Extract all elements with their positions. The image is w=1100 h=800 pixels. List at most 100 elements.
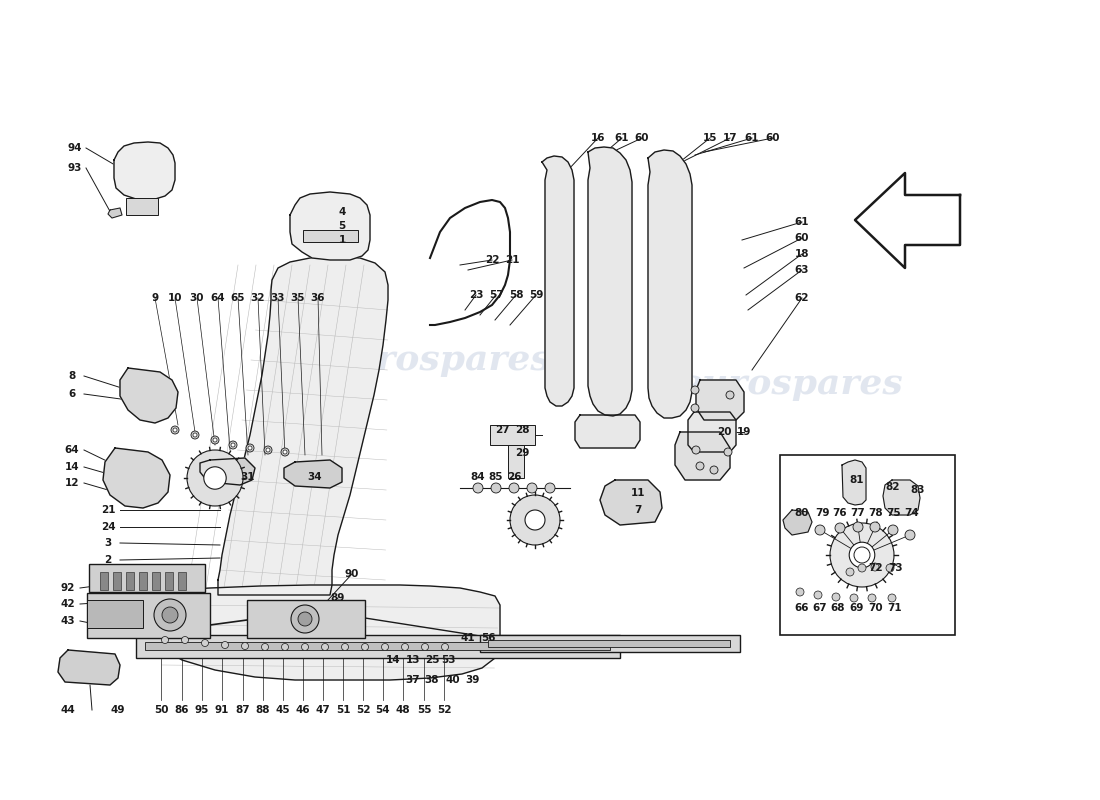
Text: 4: 4 bbox=[339, 207, 345, 217]
Text: 36: 36 bbox=[310, 293, 326, 303]
Circle shape bbox=[858, 564, 866, 572]
Text: 45: 45 bbox=[276, 705, 290, 715]
Bar bbox=[113, 572, 121, 590]
Text: 46: 46 bbox=[296, 705, 310, 715]
Text: 63: 63 bbox=[794, 265, 810, 275]
Text: 58: 58 bbox=[508, 290, 524, 300]
Circle shape bbox=[814, 591, 822, 599]
Circle shape bbox=[362, 643, 369, 650]
Circle shape bbox=[868, 594, 876, 602]
Text: 23: 23 bbox=[469, 290, 483, 300]
Circle shape bbox=[870, 522, 880, 532]
Text: 88: 88 bbox=[255, 705, 271, 715]
Text: 72: 72 bbox=[869, 563, 883, 573]
Text: 64: 64 bbox=[211, 293, 226, 303]
Text: 30: 30 bbox=[189, 293, 205, 303]
Circle shape bbox=[154, 599, 186, 631]
Bar bbox=[780, 455, 955, 635]
Text: 14: 14 bbox=[386, 655, 400, 665]
Text: 79: 79 bbox=[815, 508, 829, 518]
Circle shape bbox=[835, 523, 845, 533]
Text: 33: 33 bbox=[271, 293, 285, 303]
Circle shape bbox=[191, 431, 199, 439]
Text: 90: 90 bbox=[344, 569, 360, 579]
Polygon shape bbox=[218, 257, 388, 595]
Bar bbox=[490, 425, 535, 445]
Bar bbox=[248, 600, 365, 638]
Circle shape bbox=[886, 564, 894, 572]
Text: 50: 50 bbox=[154, 705, 168, 715]
Circle shape bbox=[854, 547, 870, 563]
Circle shape bbox=[229, 441, 236, 449]
Text: 13: 13 bbox=[406, 655, 420, 665]
Text: 83: 83 bbox=[911, 485, 925, 495]
Polygon shape bbox=[842, 460, 866, 505]
Text: 19: 19 bbox=[737, 427, 751, 437]
Circle shape bbox=[213, 438, 217, 442]
Circle shape bbox=[162, 637, 168, 643]
Circle shape bbox=[888, 525, 898, 535]
Circle shape bbox=[421, 643, 429, 650]
Text: 21: 21 bbox=[505, 255, 519, 265]
Text: 34: 34 bbox=[308, 472, 322, 482]
Polygon shape bbox=[688, 412, 736, 452]
Text: 94: 94 bbox=[68, 143, 82, 153]
Text: 12: 12 bbox=[65, 478, 79, 488]
Polygon shape bbox=[575, 415, 640, 448]
Text: 91: 91 bbox=[214, 705, 229, 715]
Text: 8: 8 bbox=[68, 371, 76, 381]
Bar bbox=[152, 572, 160, 590]
Polygon shape bbox=[108, 208, 122, 218]
Circle shape bbox=[691, 404, 698, 412]
Circle shape bbox=[301, 643, 308, 650]
Circle shape bbox=[282, 643, 288, 650]
Circle shape bbox=[691, 386, 698, 394]
Text: 65: 65 bbox=[231, 293, 245, 303]
Text: 31: 31 bbox=[241, 472, 255, 482]
Text: 16: 16 bbox=[591, 133, 605, 143]
Text: 48: 48 bbox=[396, 705, 410, 715]
Circle shape bbox=[162, 607, 178, 623]
Text: 6: 6 bbox=[68, 389, 76, 399]
Text: 61: 61 bbox=[745, 133, 759, 143]
Circle shape bbox=[182, 637, 188, 643]
Text: 25: 25 bbox=[425, 655, 439, 665]
Text: 40: 40 bbox=[446, 675, 460, 685]
Text: 57: 57 bbox=[488, 290, 504, 300]
Circle shape bbox=[849, 542, 875, 568]
Text: 42: 42 bbox=[60, 599, 75, 609]
Text: 3: 3 bbox=[104, 538, 111, 548]
Text: 52: 52 bbox=[355, 705, 371, 715]
Circle shape bbox=[710, 466, 718, 474]
Text: 35: 35 bbox=[290, 293, 306, 303]
Circle shape bbox=[473, 483, 483, 493]
Bar bbox=[87, 593, 210, 638]
Text: 51: 51 bbox=[336, 705, 350, 715]
Text: 85: 85 bbox=[488, 472, 504, 482]
Text: 29: 29 bbox=[515, 448, 529, 458]
Circle shape bbox=[510, 495, 560, 545]
Text: 70: 70 bbox=[869, 603, 883, 613]
Circle shape bbox=[248, 446, 252, 450]
Circle shape bbox=[888, 594, 896, 602]
Circle shape bbox=[173, 428, 177, 432]
Text: 26: 26 bbox=[507, 472, 521, 482]
Text: 56: 56 bbox=[481, 633, 495, 643]
Circle shape bbox=[696, 462, 704, 470]
Text: 1: 1 bbox=[339, 235, 345, 245]
Polygon shape bbox=[783, 510, 812, 535]
Text: 24: 24 bbox=[101, 522, 116, 532]
Circle shape bbox=[204, 467, 227, 489]
Circle shape bbox=[187, 450, 243, 506]
Circle shape bbox=[211, 436, 219, 444]
Text: 22: 22 bbox=[485, 255, 499, 265]
Polygon shape bbox=[120, 368, 178, 423]
Text: 14: 14 bbox=[65, 462, 79, 472]
Polygon shape bbox=[542, 156, 574, 406]
Circle shape bbox=[280, 448, 289, 456]
Polygon shape bbox=[588, 147, 632, 416]
Text: 21: 21 bbox=[101, 505, 116, 515]
Polygon shape bbox=[883, 480, 920, 515]
Bar bbox=[302, 230, 358, 242]
Bar bbox=[488, 640, 730, 647]
